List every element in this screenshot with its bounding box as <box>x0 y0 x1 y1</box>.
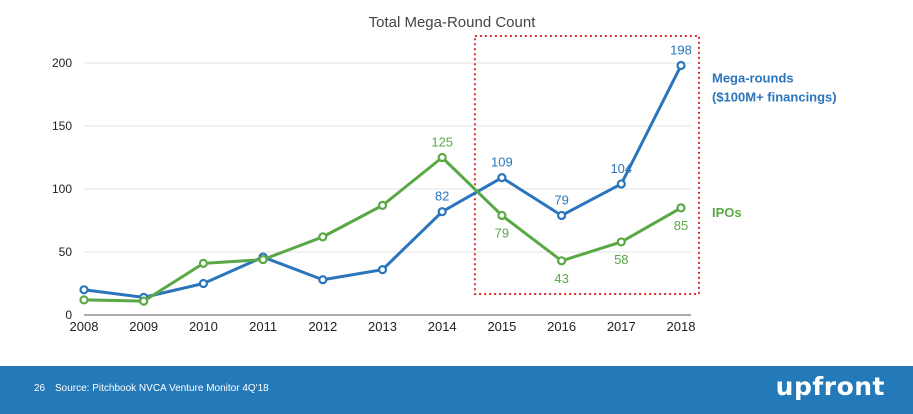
data-point-0-2014 <box>437 207 447 217</box>
data-label: 198 <box>670 43 692 58</box>
data-label: 79 <box>495 225 509 240</box>
x-tick-label: 2010 <box>189 319 218 334</box>
x-tick-label: 2017 <box>607 319 636 334</box>
data-point-1-2014 <box>437 152 447 163</box>
x-tick-label: 2018 <box>667 319 696 334</box>
data-point-0-2012 <box>318 275 328 285</box>
series-lines <box>79 60 686 306</box>
highlight-rect <box>473 35 700 295</box>
data-point-0-2010 <box>198 278 208 289</box>
upfront-logo: upfront <box>775 372 885 401</box>
y-tick-label: 150 <box>52 119 72 133</box>
data-label: 85 <box>674 218 688 233</box>
data-point-1-2012 <box>318 232 328 242</box>
x-tick-label: 2016 <box>547 319 576 334</box>
x-tick-label: 2011 <box>249 319 277 334</box>
gridlines <box>84 62 691 253</box>
data-point-1-2018 <box>676 203 686 213</box>
data-label: 58 <box>614 252 628 267</box>
x-tick-label: 2009 <box>129 319 158 334</box>
data-point-0-2015 <box>497 173 507 183</box>
data-point-1-2009 <box>139 296 149 306</box>
y-tick-label: 100 <box>52 182 72 196</box>
data-point-1-2015 <box>497 210 507 221</box>
legend-label: ($100M+ financings) <box>712 90 837 105</box>
x-tick-label: 2013 <box>368 319 397 334</box>
series-legends: Mega-rounds ($100M+ financings) IPOs <box>712 71 837 220</box>
y-tick-label: 200 <box>52 56 72 70</box>
data-point-0-2013 <box>377 265 388 275</box>
chart: Total Mega-Round Count 0 50 100 150 200 2008 2… <box>52 14 837 334</box>
x-tick-label: 2014 <box>428 319 457 334</box>
data-label: 82 <box>435 189 449 204</box>
source-citation: Source: Pitchbook NVCA Venture Monitor 4… <box>55 383 269 394</box>
axes: 0 50 100 150 200 2008 2009 2010 2011 2012 2013 2014… <box>52 56 695 334</box>
footer-bar: 26 Source: Pitchbook NVCA Venture Monito… <box>0 366 913 414</box>
data-point-1-2017 <box>616 237 626 247</box>
data-labels: 82 109 79 104 198 125 79 43 58 85 <box>431 43 692 286</box>
data-label: 109 <box>491 155 513 170</box>
data-point-0-2017 <box>616 179 626 189</box>
x-tick-label: 2012 <box>308 319 337 334</box>
data-label: 43 <box>554 271 568 286</box>
series-line-1 <box>82 156 683 303</box>
data-point-0-2016 <box>556 210 567 221</box>
series-line-0 <box>82 64 683 299</box>
data-label: 125 <box>431 135 453 150</box>
data-label: 79 <box>554 192 568 207</box>
y-tick-label: 50 <box>59 245 73 259</box>
data-point-0-2018 <box>676 60 686 71</box>
data-point-1-2011 <box>258 254 268 265</box>
highlight-box <box>473 35 700 295</box>
legend-label: Mega-rounds <box>712 71 794 86</box>
x-tick-label: 2008 <box>70 319 99 334</box>
y-tick-label: 0 <box>65 308 72 322</box>
data-point-1-2016 <box>556 256 567 266</box>
slide-number: 26 <box>34 383 46 394</box>
data-point-1-2013 <box>377 200 388 210</box>
chart-title: Total Mega-Round Count <box>369 14 537 31</box>
x-tick-label: 2015 <box>487 319 516 334</box>
data-point-0-2008 <box>79 285 89 295</box>
data-point-1-2010 <box>198 258 208 268</box>
data-point-1-2008 <box>79 295 89 305</box>
legend-label: IPOs <box>712 205 742 220</box>
data-label: 104 <box>610 161 632 176</box>
